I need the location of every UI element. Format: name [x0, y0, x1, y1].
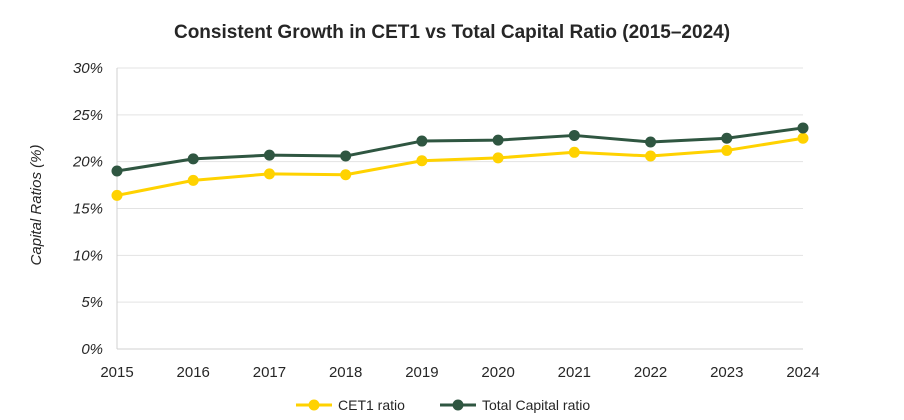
- legend-swatch-marker: [452, 399, 464, 411]
- x-tick-label: 2017: [253, 364, 286, 381]
- y-tick-label: 30%: [73, 60, 103, 77]
- data-point: [645, 150, 657, 162]
- legend-label: Total Capital ratio: [482, 397, 590, 413]
- data-point: [721, 132, 733, 144]
- data-point: [416, 155, 428, 167]
- y-tick-label: 25%: [72, 107, 103, 124]
- y-tick-label: 20%: [72, 154, 103, 171]
- data-point: [187, 153, 199, 165]
- y-tick-label: 5%: [81, 294, 103, 311]
- data-point: [645, 136, 657, 148]
- data-point: [568, 146, 580, 158]
- data-point: [797, 122, 809, 134]
- data-point: [797, 132, 809, 144]
- data-point: [568, 129, 580, 141]
- x-tick-label: 2022: [634, 364, 667, 381]
- x-tick-label: 2024: [786, 364, 819, 381]
- data-point: [263, 149, 275, 161]
- x-tick-label: 2016: [177, 364, 210, 381]
- data-point: [111, 165, 123, 177]
- x-tick-label: 2015: [100, 364, 133, 381]
- data-point: [263, 168, 275, 180]
- axes: 0% 5% 10% 15% 20% 25% 30% 2015 2016 2017 2018 2019 2…: [72, 60, 820, 381]
- y-tick-label: 10%: [73, 247, 103, 264]
- y-tick-label: 15%: [73, 201, 103, 218]
- series-line-1: [116, 126, 804, 173]
- legend-label: CET1 ratio: [338, 397, 405, 413]
- y-tick-label: 0%: [81, 341, 103, 358]
- data-point: [492, 152, 504, 164]
- data-point: [492, 134, 504, 146]
- x-tick-label: 2018: [329, 364, 362, 381]
- chart-title: Consistent Growth in CET1 vs Total Capit…: [173, 22, 731, 43]
- data-point: [340, 150, 352, 162]
- series-layer: [111, 122, 809, 201]
- series-line-0: [116, 136, 804, 197]
- legend-swatch-marker: [308, 399, 320, 411]
- gridlines: [117, 67, 803, 303]
- legend: CET1 ratio Total Capital ratio: [296, 397, 590, 413]
- data-point: [340, 169, 352, 181]
- data-point: [187, 174, 199, 186]
- y-axis-title: Capital Ratios (%): [28, 145, 45, 266]
- x-tick-label: 2023: [710, 364, 743, 381]
- x-tick-label: 2020: [481, 364, 514, 381]
- data-point: [111, 189, 123, 201]
- x-tick-label: 2021: [558, 364, 591, 381]
- data-point: [721, 144, 733, 156]
- data-point: [416, 135, 428, 147]
- x-tick-label: 2019: [405, 364, 438, 381]
